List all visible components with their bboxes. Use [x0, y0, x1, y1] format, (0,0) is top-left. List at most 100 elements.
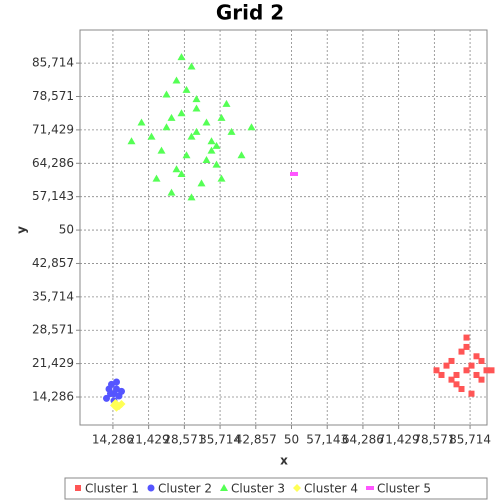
x-tick-label: 14,286	[92, 433, 134, 447]
legend-label: Cluster 5	[377, 482, 431, 496]
y-tick-label: 14,286	[32, 390, 74, 404]
point	[167, 188, 176, 196]
point	[468, 362, 475, 369]
point	[187, 132, 196, 140]
point	[103, 394, 110, 402]
point	[157, 146, 166, 154]
x-axis-title: x	[280, 454, 288, 468]
y-tick-label: 57,143	[32, 189, 74, 203]
point	[172, 165, 181, 173]
x-tick-label: 28,571	[163, 433, 205, 447]
point	[177, 109, 186, 117]
point	[212, 160, 221, 168]
plot-area	[79, 29, 488, 426]
point	[192, 104, 201, 112]
point	[448, 376, 455, 383]
y-tick-label: 21,429	[32, 356, 74, 370]
point	[217, 113, 226, 121]
point	[192, 95, 201, 103]
legend-swatch	[366, 486, 374, 490]
legend-label: Cluster 1	[85, 482, 139, 496]
point	[443, 362, 450, 369]
point	[458, 348, 465, 355]
legend-swatch	[293, 484, 301, 492]
x-tick-label: 35,714	[199, 433, 241, 447]
legend	[64, 477, 488, 500]
x-tick-label: 57,143	[306, 433, 348, 447]
point	[127, 137, 136, 145]
x-tick-label: 21,429	[128, 433, 170, 447]
point	[463, 334, 470, 341]
point	[107, 390, 114, 398]
y-tick-label: 78,571	[32, 89, 74, 103]
point	[212, 141, 221, 149]
point	[463, 343, 470, 350]
x-tick-label: 50	[284, 433, 299, 447]
point	[207, 146, 216, 154]
point	[468, 390, 475, 397]
point	[453, 371, 460, 378]
point	[162, 123, 171, 131]
x-tick-label: 78,571	[413, 433, 455, 447]
point	[202, 118, 211, 126]
point	[217, 174, 226, 182]
x-tick-label: 42,857	[235, 433, 277, 447]
point	[458, 386, 465, 393]
point	[118, 387, 125, 395]
point	[137, 118, 146, 126]
legend-swatch	[147, 484, 155, 492]
legend-label: Cluster 3	[231, 482, 285, 496]
point	[453, 381, 460, 388]
legend-label: Cluster 4	[304, 482, 358, 496]
y-tick-label: 71,429	[32, 122, 74, 136]
point	[117, 399, 126, 408]
point	[488, 367, 495, 374]
point	[192, 127, 201, 135]
y-tick-label: 42,857	[32, 256, 74, 270]
legend-swatch	[75, 485, 81, 491]
y-tick-label: 50	[59, 223, 74, 237]
x-tick-label: 85,714	[449, 433, 491, 447]
x-tick-label: 64,286	[342, 433, 384, 447]
point	[182, 85, 191, 93]
point	[111, 399, 120, 408]
point	[113, 378, 120, 386]
point	[177, 53, 186, 61]
point	[433, 367, 440, 374]
point	[237, 151, 246, 159]
point	[182, 151, 191, 159]
point	[247, 123, 256, 131]
point	[227, 127, 236, 135]
point	[187, 193, 196, 201]
point	[473, 353, 480, 360]
y-axis-title: y	[15, 226, 29, 234]
point	[152, 174, 161, 182]
chart-title: Grid 2	[216, 1, 284, 25]
x-tick-label: 71,429	[378, 433, 420, 447]
point	[478, 376, 485, 383]
y-tick-label: 35,714	[32, 289, 74, 303]
legend-label: Cluster 2	[158, 482, 212, 496]
point	[172, 76, 181, 84]
y-tick-label: 85,714	[32, 56, 74, 70]
point	[473, 371, 480, 378]
point	[448, 357, 455, 364]
point	[463, 367, 470, 374]
y-tick-label: 28,571	[32, 323, 74, 337]
point	[222, 99, 231, 107]
y-tick-label: 64,286	[32, 156, 74, 170]
point	[438, 371, 445, 378]
point	[202, 155, 211, 163]
point	[162, 90, 171, 98]
point	[147, 132, 156, 140]
point	[167, 113, 176, 121]
point	[187, 62, 196, 70]
point	[290, 171, 298, 176]
point	[197, 179, 206, 187]
point	[483, 367, 490, 374]
point	[478, 357, 485, 364]
point	[177, 169, 186, 177]
legend-swatch	[220, 484, 228, 491]
point	[207, 137, 216, 145]
